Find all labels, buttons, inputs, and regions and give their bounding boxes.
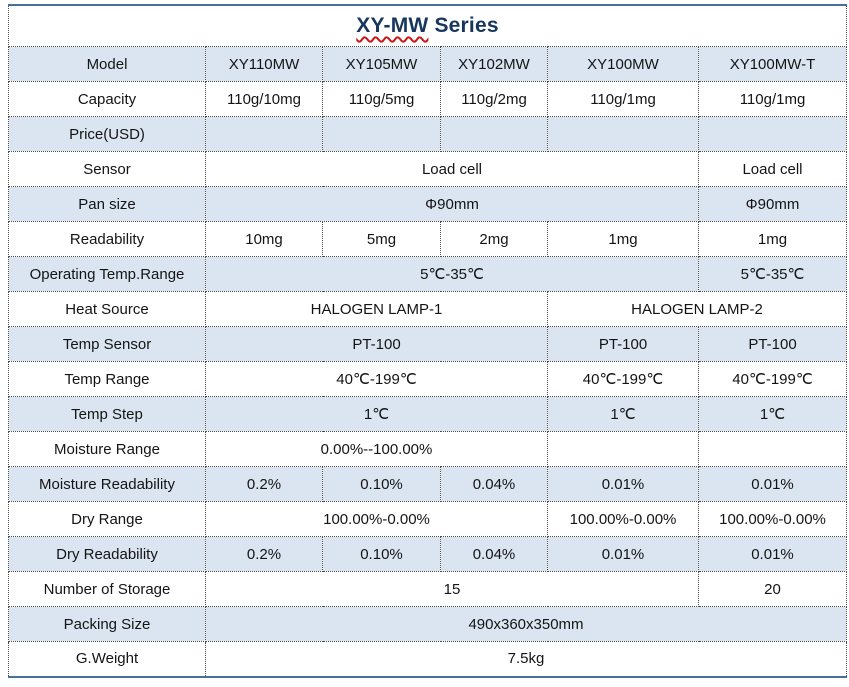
cell-operating-temp-last: 5℃-35℃ (698, 256, 847, 292)
row-label-readability: Readability (8, 221, 206, 257)
cell-readability-2: 5mg (322, 221, 441, 257)
cell-dry-readability-4: 0.01% (547, 536, 699, 572)
cell-moisture-readability-3: 0.04% (440, 466, 548, 502)
cell-pan-size-main: Φ90mm (205, 186, 699, 222)
cell-capacity-3: 110g/2mg (440, 81, 548, 117)
cell-capacity-1: 110g/10mg (205, 81, 323, 117)
spec-table: XY-MW Series Model XY110MW XY105MW XY102… (8, 4, 847, 678)
cell-model-3: XY102MW (440, 46, 548, 82)
cell-temp-step-main: 1℃ (205, 396, 548, 432)
cell-temp-sensor-5: PT-100 (698, 326, 847, 362)
row-price: Price(USD) (8, 116, 847, 152)
row-heat-source: Heat Source HALOGEN LAMP-1 HALOGEN LAMP-… (8, 291, 847, 327)
cell-price-3 (440, 116, 548, 152)
row-label-packing-size: Packing Size (8, 606, 206, 642)
cell-dry-readability-2: 0.10% (322, 536, 441, 572)
cell-moisture-range-main: 0.00%--100.00% (205, 431, 548, 467)
row-dry-readability: Dry Readability 0.2% 0.10% 0.04% 0.01% 0… (8, 536, 847, 572)
cell-moisture-range-4 (547, 431, 699, 467)
row-label-g-weight: G.Weight (8, 641, 206, 677)
cell-dry-readability-3: 0.04% (440, 536, 548, 572)
row-operating-temp-range: Operating Temp.Range 5℃-35℃ 5℃-35℃ (8, 256, 847, 292)
cell-storage-main: 15 (205, 571, 699, 607)
page-title-highlight: XY-MW (356, 14, 429, 37)
page-title: XY-MW Series (356, 14, 498, 37)
row-label-heat-source: Heat Source (8, 291, 206, 327)
row-label-model: Model (8, 46, 206, 82)
cell-dry-range-5: 100.00%-0.00% (698, 501, 847, 537)
cell-temp-sensor-main: PT-100 (205, 326, 548, 362)
row-capacity: Capacity 110g/10mg 110g/5mg 110g/2mg 110… (8, 81, 847, 117)
cell-heat-source-left: HALOGEN LAMP-1 (205, 291, 548, 327)
row-label-dry-range: Dry Range (8, 501, 206, 537)
cell-temp-range-5: 40℃-199℃ (698, 361, 847, 397)
cell-readability-1: 10mg (205, 221, 323, 257)
row-label-temp-range: Temp Range (8, 361, 206, 397)
cell-pan-size-last: Φ90mm (698, 186, 847, 222)
row-label-temp-step: Temp Step (8, 396, 206, 432)
cell-price-4 (547, 116, 699, 152)
cell-model-5: XY100MW-T (698, 46, 847, 82)
row-label-operating-temp-range: Operating Temp.Range (8, 256, 206, 292)
row-number-of-storage: Number of Storage 15 20 (8, 571, 847, 607)
cell-price-5 (698, 116, 847, 152)
cell-dry-range-4: 100.00%-0.00% (547, 501, 699, 537)
row-moisture-readability: Moisture Readability 0.2% 0.10% 0.04% 0.… (8, 466, 847, 502)
row-model: Model XY110MW XY105MW XY102MW XY100MW XY… (8, 46, 847, 82)
cell-sensor-main: Load cell (205, 151, 699, 187)
row-label-moisture-readability: Moisture Readability (8, 466, 206, 502)
cell-model-4: XY100MW (547, 46, 699, 82)
row-label-capacity: Capacity (8, 81, 206, 117)
cell-model-2: XY105MW (322, 46, 441, 82)
row-g-weight: G.Weight 7.5kg (8, 641, 847, 677)
cell-dry-readability-1: 0.2% (205, 536, 323, 572)
row-temp-range: Temp Range 40℃-199℃ 40℃-199℃ 40℃-199℃ (8, 361, 847, 397)
row-label-number-of-storage: Number of Storage (8, 571, 206, 607)
row-label-pan-size: Pan size (8, 186, 206, 222)
cell-readability-4: 1mg (547, 221, 699, 257)
row-temp-step: Temp Step 1℃ 1℃ 1℃ (8, 396, 847, 432)
cell-moisture-readability-1: 0.2% (205, 466, 323, 502)
page-title-rest: Series (428, 14, 499, 37)
cell-price-2 (322, 116, 441, 152)
cell-temp-sensor-4: PT-100 (547, 326, 699, 362)
row-readability: Readability 10mg 5mg 2mg 1mg 1mg (8, 221, 847, 257)
cell-capacity-5: 110g/1mg (698, 81, 847, 117)
cell-readability-3: 2mg (440, 221, 548, 257)
cell-moisture-readability-4: 0.01% (547, 466, 699, 502)
cell-temp-range-4: 40℃-199℃ (547, 361, 699, 397)
row-sensor: Sensor Load cell Load cell (8, 151, 847, 187)
cell-storage-last: 20 (698, 571, 847, 607)
row-pan-size: Pan size Φ90mm Φ90mm (8, 186, 847, 222)
row-label-sensor: Sensor (8, 151, 206, 187)
cell-moisture-readability-5: 0.01% (698, 466, 847, 502)
cell-capacity-2: 110g/5mg (322, 81, 441, 117)
cell-sensor-last: Load cell (698, 151, 847, 187)
cell-dry-readability-5: 0.01% (698, 536, 847, 572)
cell-price-1 (205, 116, 323, 152)
row-label-moisture-range: Moisture Range (8, 431, 206, 467)
cell-capacity-4: 110g/1mg (547, 81, 699, 117)
title-row: XY-MW Series (8, 5, 847, 47)
cell-temp-range-main: 40℃-199℃ (205, 361, 548, 397)
cell-g-weight: 7.5kg (205, 641, 847, 677)
cell-model-1: XY110MW (205, 46, 323, 82)
row-dry-range: Dry Range 100.00%-0.00% 100.00%-0.00% 10… (8, 501, 847, 537)
cell-dry-range-main: 100.00%-0.00% (205, 501, 548, 537)
cell-temp-step-5: 1℃ (698, 396, 847, 432)
cell-readability-5: 1mg (698, 221, 847, 257)
cell-temp-step-4: 1℃ (547, 396, 699, 432)
row-moisture-range: Moisture Range 0.00%--100.00% (8, 431, 847, 467)
row-label-price: Price(USD) (8, 116, 206, 152)
row-label-dry-readability: Dry Readability (8, 536, 206, 572)
row-label-temp-sensor: Temp Sensor (8, 326, 206, 362)
cell-moisture-range-5 (698, 431, 847, 467)
row-temp-sensor: Temp Sensor PT-100 PT-100 PT-100 (8, 326, 847, 362)
row-packing-size: Packing Size 490x360x350mm (8, 606, 847, 642)
cell-packing-size: 490x360x350mm (205, 606, 847, 642)
cell-heat-source-right: HALOGEN LAMP-2 (547, 291, 847, 327)
cell-operating-temp-main: 5℃-35℃ (205, 256, 699, 292)
cell-moisture-readability-2: 0.10% (322, 466, 441, 502)
